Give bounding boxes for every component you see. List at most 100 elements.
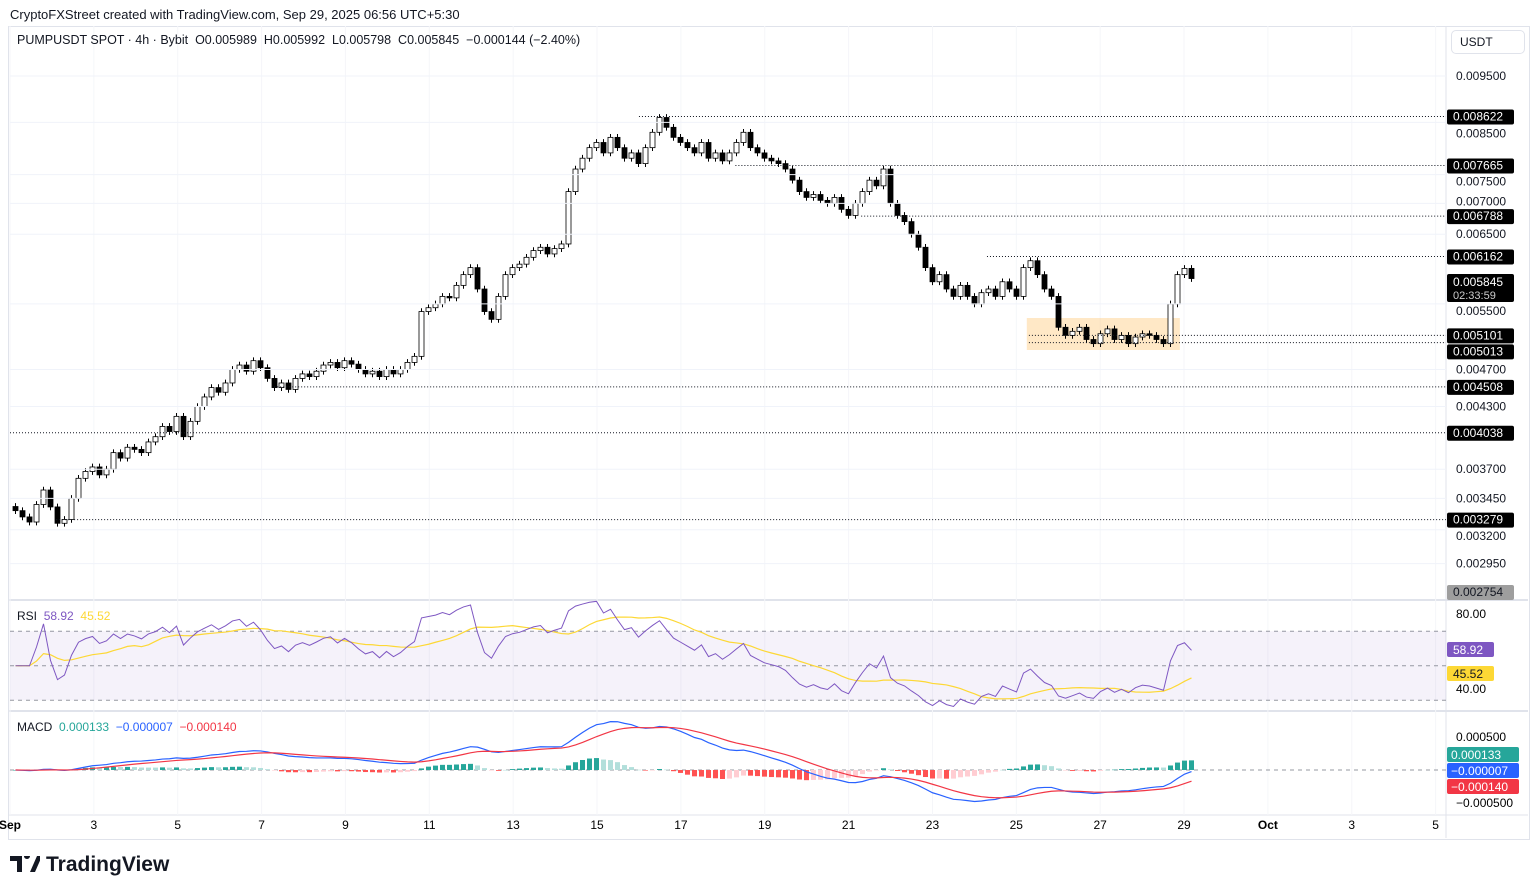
macd-histogram-bar: [755, 770, 760, 777]
macd-histogram-bar: [692, 770, 697, 777]
macd-histogram-bar: [265, 769, 270, 770]
currency-button[interactable]: USDT: [1451, 30, 1525, 54]
macd-histogram-bar: [811, 770, 816, 780]
candle: [901, 215, 908, 223]
candle: [215, 387, 222, 393]
rsi-value: 58.92: [43, 609, 74, 623]
price-tick: 0.009500: [1456, 69, 1506, 83]
candle: [621, 147, 628, 159]
macd-histogram-bar: [1063, 770, 1068, 771]
candle: [698, 142, 705, 154]
macd-histogram-bar: [636, 769, 641, 771]
candle: [40, 489, 47, 505]
macd-histogram-bar: [125, 766, 130, 770]
bar-countdown: 02:33:59: [1453, 290, 1496, 302]
candle: [446, 295, 453, 299]
candle: [117, 452, 124, 459]
candle: [656, 117, 663, 133]
candle: [1027, 260, 1034, 269]
macd-histogram-bar: [146, 767, 151, 770]
candle: [579, 157, 586, 170]
candle: [985, 288, 992, 294]
tradingview-logo-icon: [10, 856, 40, 872]
candle: [355, 363, 362, 370]
candle: [1020, 267, 1027, 297]
macd-histogram-bar: [1147, 767, 1152, 770]
macd-histogram-bar: [496, 770, 501, 771]
macd-histogram-bar: [664, 769, 669, 771]
candle: [173, 415, 180, 432]
tradingview-logo[interactable]: TradingView: [10, 853, 169, 877]
candle: [1118, 334, 1125, 340]
candle: [54, 506, 61, 524]
macd-histogram-bar: [440, 764, 445, 770]
candle: [971, 295, 978, 305]
macd-histogram-bar: [657, 769, 662, 770]
price-tick: 0.006500: [1456, 227, 1506, 241]
candle: [411, 355, 418, 363]
macd-histogram-bar: [846, 770, 851, 778]
candle: [453, 284, 460, 299]
candle: [103, 468, 110, 476]
candle: [516, 263, 523, 269]
candle: [593, 142, 600, 149]
candle: [243, 364, 250, 372]
macd-histogram-bar: [181, 768, 186, 770]
macd-histogram-bar: [167, 767, 172, 770]
price-tick: 0.004300: [1456, 400, 1506, 414]
macd-histogram-bar: [531, 767, 536, 770]
candle: [600, 142, 607, 154]
candle: [691, 147, 698, 154]
macd-histogram-bar: [454, 764, 459, 770]
macd-histogram-bar: [580, 759, 585, 770]
macd-histogram-bar: [412, 770, 417, 772]
price-tick: 0.005500: [1456, 304, 1506, 318]
macd-label: MACD: [17, 720, 53, 734]
candle: [1006, 281, 1013, 290]
level-label: 0.003279: [1453, 513, 1503, 527]
candle: [1111, 328, 1118, 340]
macd-histogram-bar: [1105, 769, 1110, 771]
candle: [334, 362, 341, 369]
x-tick: 15: [590, 818, 604, 832]
macd-histogram-bar: [1070, 770, 1075, 771]
candle: [754, 147, 761, 154]
candle: [635, 152, 642, 164]
macd-histogram-bar: [97, 767, 102, 770]
x-tick: 23: [926, 818, 940, 832]
last-price: 0.005845: [1453, 275, 1503, 289]
rsi-label: RSI: [17, 609, 38, 623]
brand-name: TradingView: [46, 853, 170, 876]
macd-histogram-bar: [517, 768, 522, 770]
candle: [397, 369, 404, 375]
candle: [999, 281, 1006, 297]
candle: [306, 373, 313, 378]
macd-signal-value: −0.000140: [179, 720, 237, 734]
macd-histogram-bar: [720, 770, 725, 780]
candle: [68, 497, 75, 520]
level-label: 0.004508: [1453, 380, 1503, 394]
candle: [607, 136, 614, 154]
candle: [320, 364, 327, 372]
macd-histogram-bar: [888, 769, 893, 770]
macd-histogram-bar: [1014, 768, 1019, 770]
macd-histogram-bar: [769, 770, 774, 778]
macd-histogram-bar: [468, 763, 473, 770]
macd-histogram-bar: [608, 760, 613, 770]
candle: [390, 369, 397, 375]
price-tick: 0.003700: [1456, 462, 1506, 476]
low-value: L0.005798: [332, 33, 392, 47]
macd-histogram-bar: [398, 770, 403, 773]
macd-histogram-bar: [251, 767, 256, 770]
macd-histogram-bar: [972, 770, 977, 776]
candle: [341, 360, 348, 369]
change-value: −0.000144 (−2.40%): [466, 33, 581, 47]
candle: [551, 248, 558, 255]
macd-histogram-bar: [447, 764, 452, 770]
candle: [180, 415, 187, 438]
rsi-axis-value: 58.92: [1453, 643, 1483, 657]
candle: [75, 477, 82, 499]
symbol[interactable]: PUMPUSDT SPOT · 4h · Bybit: [17, 33, 189, 47]
rsi-line: [15, 600, 1192, 708]
